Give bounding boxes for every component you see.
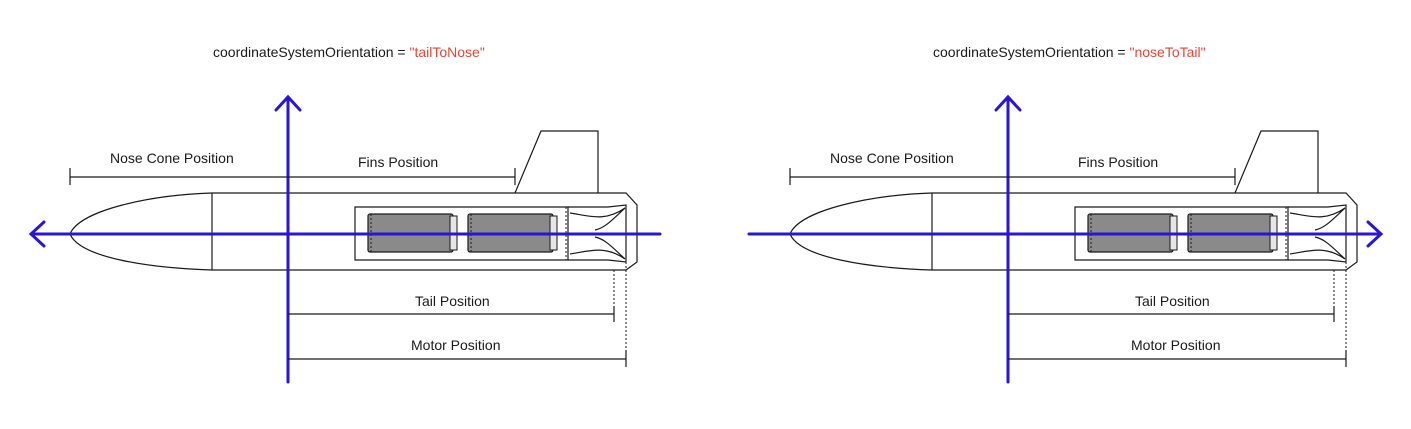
dimension-tail: Tail Position: [288, 270, 615, 322]
x-axis-arrow-left-icon: [28, 220, 46, 248]
y-axis-arrow-up-icon: [274, 94, 302, 112]
motor-position-label: Motor Position: [1131, 337, 1220, 353]
coordinate-axes: [28, 94, 662, 384]
dimension-nose-cone: Nose Cone Position: [69, 150, 288, 185]
y-axis-arrow-up-icon: [994, 94, 1022, 112]
dimension-motor: Motor Position: [288, 262, 627, 367]
panel-title: coordinateSystemOrientation = "noseToTai…: [933, 44, 1206, 60]
panel-title: coordinateSystemOrientation = "tailToNos…: [213, 44, 485, 60]
panel-nose-to-tail: coordinateSystemOrientation = "noseToTai…: [747, 44, 1384, 384]
fin: [514, 130, 599, 194]
tail-position-label: Tail Position: [415, 293, 490, 309]
nose-cone-position-label: Nose Cone Position: [110, 150, 234, 166]
dimension-nose-cone: Nose Cone Position: [789, 150, 1008, 185]
dimension-tail: Tail Position: [1008, 270, 1335, 322]
motor-position-label: Motor Position: [411, 337, 500, 353]
nozzle: [1289, 207, 1346, 260]
dimension-fins: Fins Position: [288, 154, 516, 185]
fin: [1234, 130, 1319, 194]
dimension-fins: Fins Position: [1008, 154, 1236, 185]
x-axis-arrow-right-icon: [1366, 220, 1384, 248]
dimension-motor: Motor Position: [1008, 262, 1347, 367]
fins-position-label: Fins Position: [1078, 154, 1158, 170]
panel-tail-to-nose: coordinateSystemOrientation = "tailToNos…: [28, 44, 662, 384]
nozzle: [569, 207, 626, 260]
fins-position-label: Fins Position: [358, 154, 438, 170]
tail-position-label: Tail Position: [1135, 293, 1210, 309]
nose-cone-position-label: Nose Cone Position: [830, 150, 954, 166]
coordinate-axes: [747, 94, 1384, 384]
